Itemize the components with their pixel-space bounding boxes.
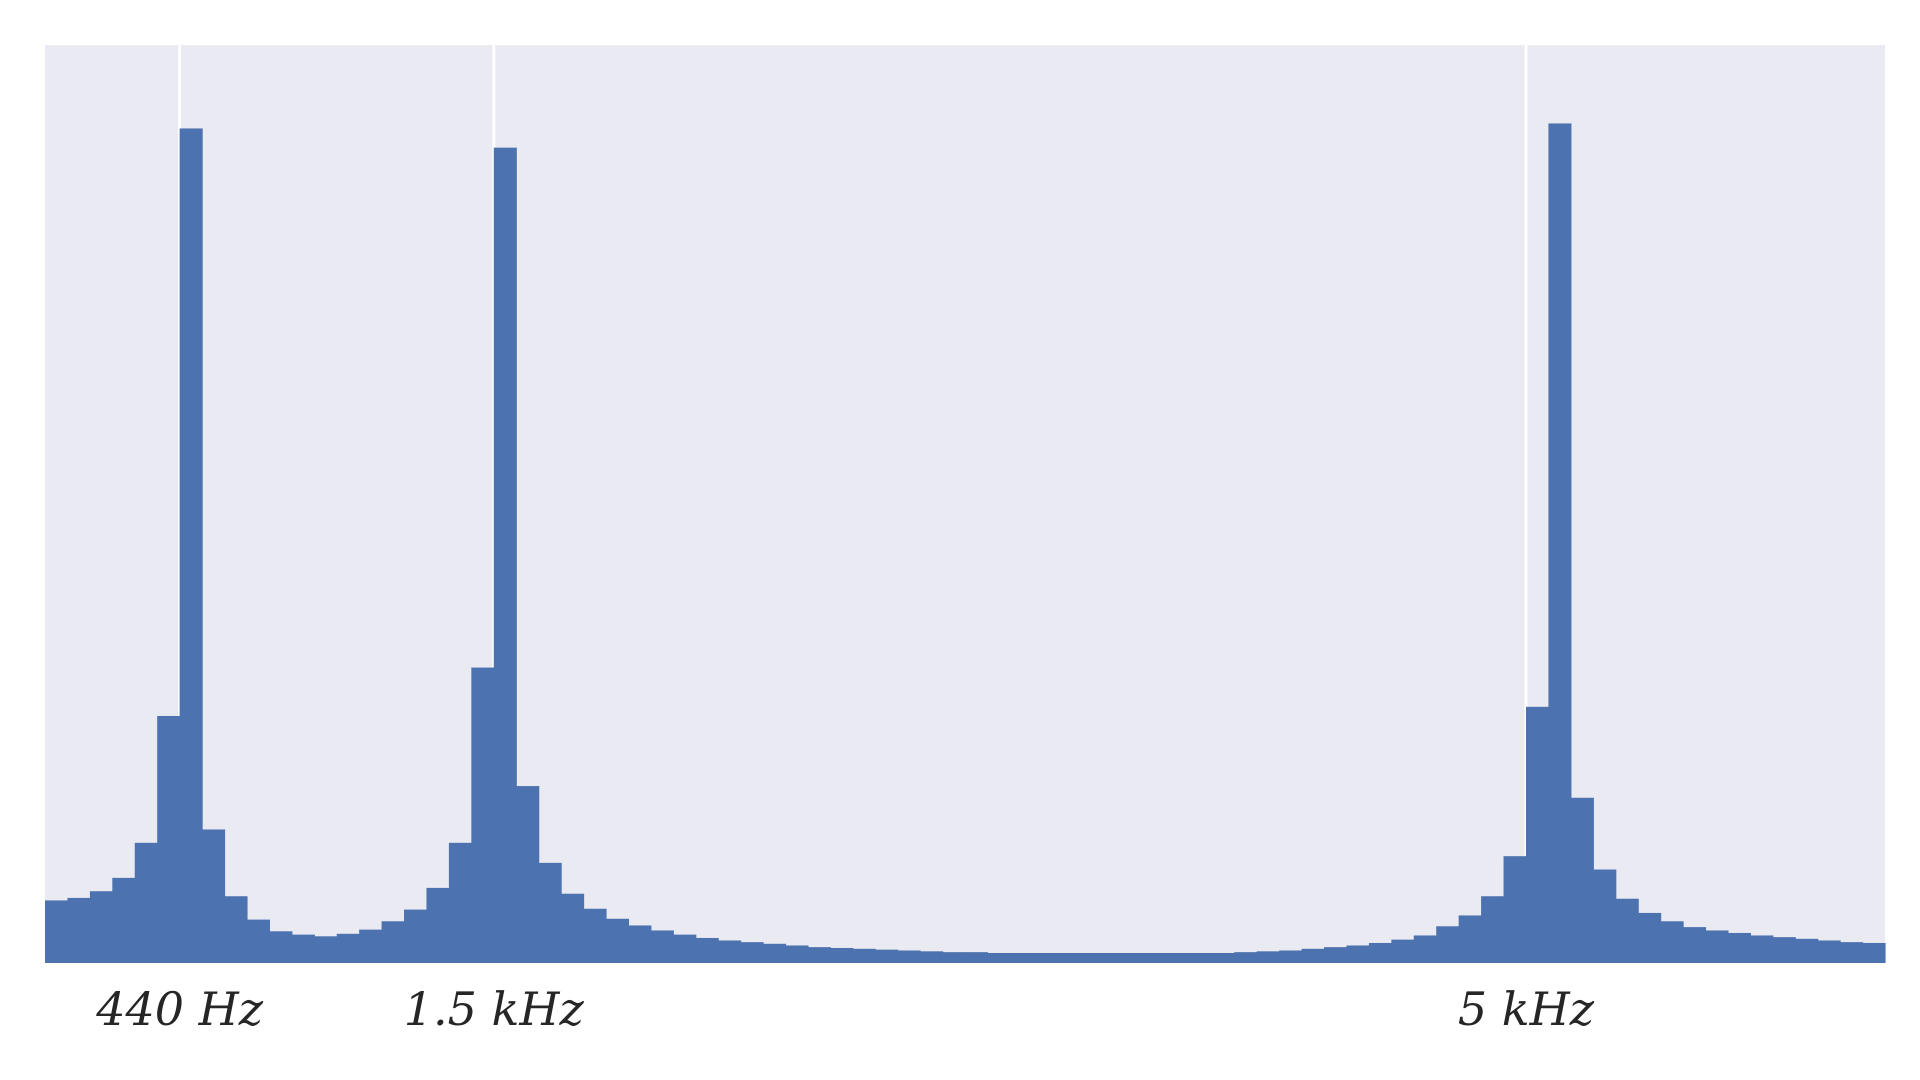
bar-72 bbox=[1660, 921, 1684, 963]
plot-background bbox=[45, 45, 1885, 963]
bar-79 bbox=[1817, 940, 1841, 963]
x-tick-label-0: 440 Hz bbox=[95, 982, 264, 1036]
bar-33 bbox=[785, 945, 809, 963]
bar-2 bbox=[89, 891, 113, 963]
bar-81 bbox=[1862, 942, 1886, 963]
bar-55 bbox=[1279, 950, 1303, 963]
bar-61 bbox=[1413, 935, 1437, 963]
bar-58 bbox=[1346, 945, 1370, 963]
bar-46 bbox=[1077, 952, 1101, 963]
bar-12 bbox=[314, 936, 338, 963]
bar-37 bbox=[875, 949, 899, 963]
bar-43 bbox=[1009, 952, 1033, 963]
x-tick-label-1: 1.5 kHz bbox=[404, 982, 585, 1036]
bar-31 bbox=[740, 942, 764, 963]
bar-64 bbox=[1481, 896, 1505, 963]
bar-38 bbox=[897, 950, 921, 963]
bar-57 bbox=[1324, 947, 1348, 963]
bar-49 bbox=[1144, 952, 1168, 963]
x-tick-label-2: 5 kHz bbox=[1458, 982, 1595, 1036]
bar-41 bbox=[965, 952, 989, 963]
bar-23 bbox=[561, 893, 585, 963]
bar-50 bbox=[1166, 952, 1190, 963]
bar-5 bbox=[157, 715, 181, 963]
bar-42 bbox=[987, 952, 1011, 963]
bar-32 bbox=[763, 943, 787, 963]
bar-21 bbox=[516, 786, 540, 963]
bar-74 bbox=[1705, 930, 1729, 963]
bar-10 bbox=[269, 931, 293, 963]
bar-8 bbox=[224, 896, 248, 963]
bar-75 bbox=[1727, 932, 1751, 963]
bar-48 bbox=[1122, 952, 1146, 963]
bar-76 bbox=[1750, 935, 1774, 963]
bar-77 bbox=[1772, 937, 1796, 963]
bar-0 bbox=[45, 900, 69, 963]
bar-67 bbox=[1548, 123, 1572, 964]
bar-47 bbox=[1099, 952, 1123, 963]
bar-28 bbox=[673, 934, 697, 963]
bar-39 bbox=[920, 951, 944, 963]
bar-51 bbox=[1189, 952, 1213, 963]
bar-6 bbox=[179, 128, 203, 964]
bar-54 bbox=[1256, 951, 1280, 963]
bar-69 bbox=[1593, 869, 1617, 963]
bar-27 bbox=[650, 930, 674, 963]
bar-70 bbox=[1615, 898, 1639, 963]
bar-7 bbox=[202, 829, 226, 963]
bar-20 bbox=[493, 147, 517, 963]
bar-56 bbox=[1301, 948, 1325, 963]
bar-52 bbox=[1211, 952, 1235, 963]
bar-16 bbox=[404, 909, 428, 963]
bar-19 bbox=[471, 667, 495, 963]
bar-65 bbox=[1503, 856, 1527, 963]
bar-26 bbox=[628, 925, 652, 963]
bar-9 bbox=[246, 919, 270, 963]
bar-29 bbox=[695, 937, 719, 963]
bar-44 bbox=[1032, 952, 1056, 963]
bar-36 bbox=[852, 948, 876, 963]
bar-24 bbox=[583, 908, 607, 963]
bar-78 bbox=[1795, 938, 1819, 963]
bar-73 bbox=[1683, 927, 1707, 963]
bar-60 bbox=[1391, 939, 1415, 963]
bar-25 bbox=[605, 918, 630, 963]
bar-59 bbox=[1368, 942, 1392, 963]
bar-66 bbox=[1525, 706, 1550, 963]
bar-1 bbox=[67, 897, 91, 963]
bar-14 bbox=[359, 929, 383, 963]
bar-18 bbox=[448, 842, 472, 963]
bar-40 bbox=[942, 952, 966, 963]
bar-62 bbox=[1436, 926, 1460, 963]
bar-53 bbox=[1234, 952, 1258, 963]
bar-4 bbox=[134, 842, 158, 963]
bar-22 bbox=[538, 862, 562, 963]
bar-11 bbox=[291, 934, 315, 963]
x-tick-labels: 440 Hz 1.5 kHz 5 kHz bbox=[95, 982, 1595, 1036]
bar-63 bbox=[1458, 915, 1482, 963]
bar-3 bbox=[112, 877, 136, 963]
bar-34 bbox=[807, 947, 831, 963]
bar-71 bbox=[1638, 912, 1662, 963]
bar-30 bbox=[718, 940, 742, 963]
bar-35 bbox=[830, 947, 854, 963]
bar-45 bbox=[1054, 952, 1078, 963]
bar-15 bbox=[381, 921, 405, 963]
bars bbox=[45, 123, 1886, 964]
bar-80 bbox=[1840, 942, 1864, 963]
bar-68 bbox=[1570, 797, 1594, 963]
bar-17 bbox=[426, 887, 450, 963]
bar-13 bbox=[336, 933, 360, 963]
